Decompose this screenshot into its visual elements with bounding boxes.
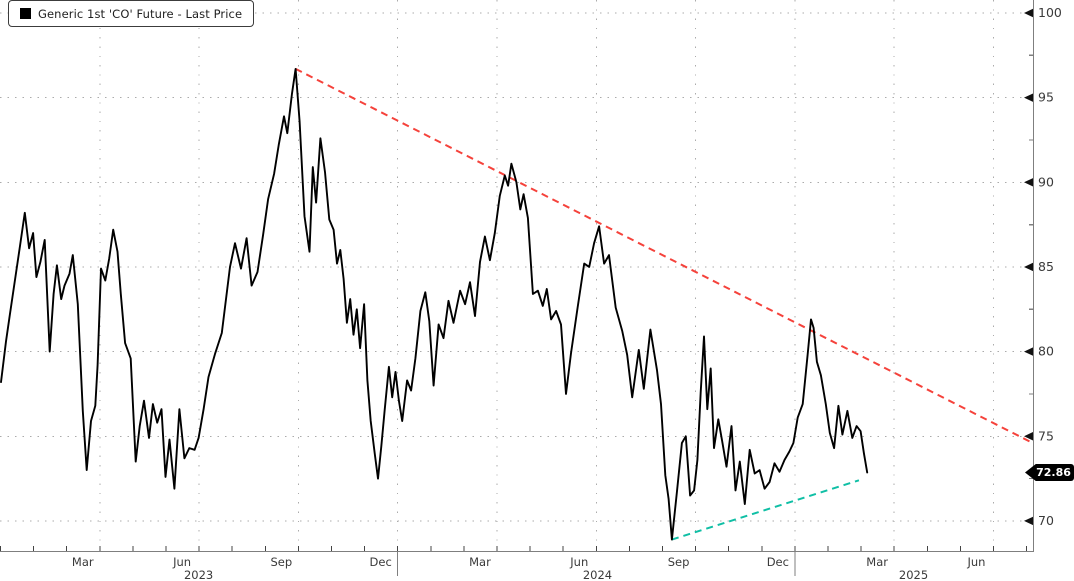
last-price-badge: 72.86	[1025, 463, 1074, 481]
y-axis-label: 70	[1038, 513, 1054, 528]
y-tick-arrow-icon	[1024, 262, 1033, 272]
x-axis-year-label: 2023	[184, 568, 213, 581]
y-axis-label: 85	[1038, 259, 1054, 274]
x-axis-month-label: Dec	[767, 555, 789, 569]
uptrend-support-line	[671, 479, 860, 541]
x-axis-year-label: 2024	[583, 568, 612, 581]
series-swatch-icon	[20, 8, 31, 19]
x-axis-month-label: Jun	[966, 555, 985, 569]
chart-legend[interactable]: Generic 1st 'CO' Future - Last Price	[8, 0, 255, 27]
legend-label: Generic 1st 'CO' Future - Last Price	[38, 6, 243, 21]
x-axis-month-label: Mar	[866, 555, 888, 569]
y-axis-label: 80	[1038, 344, 1054, 359]
y-axis-label: 100	[1038, 5, 1062, 20]
x-axis-month-label: Sep	[668, 555, 690, 569]
downtrend-resistance-line	[295, 67, 1034, 444]
x-axis-month-label: Mar	[72, 555, 94, 569]
x-axis-month-label: Jun	[172, 555, 191, 569]
x-axis-month-label: Sep	[271, 555, 293, 569]
x-axis-month-label: Mar	[469, 555, 491, 569]
y-tick-arrow-icon	[1024, 8, 1033, 18]
y-tick-arrow-icon	[1024, 516, 1033, 526]
y-axis-label: 90	[1038, 174, 1054, 189]
x-axis-month-label: Dec	[370, 555, 392, 569]
x-axis-month-label: Jun	[569, 555, 588, 569]
y-tick-arrow-icon	[1024, 93, 1033, 102]
y-axis-label: 95	[1038, 90, 1054, 105]
price-line	[0, 67, 869, 541]
y-tick-arrow-icon	[1024, 347, 1033, 356]
y-tick-arrow-icon	[1024, 432, 1033, 441]
y-tick-arrow-icon	[1024, 178, 1033, 187]
y-axis-label: 75	[1038, 428, 1054, 443]
x-axis-year-label: 2025	[899, 568, 928, 581]
